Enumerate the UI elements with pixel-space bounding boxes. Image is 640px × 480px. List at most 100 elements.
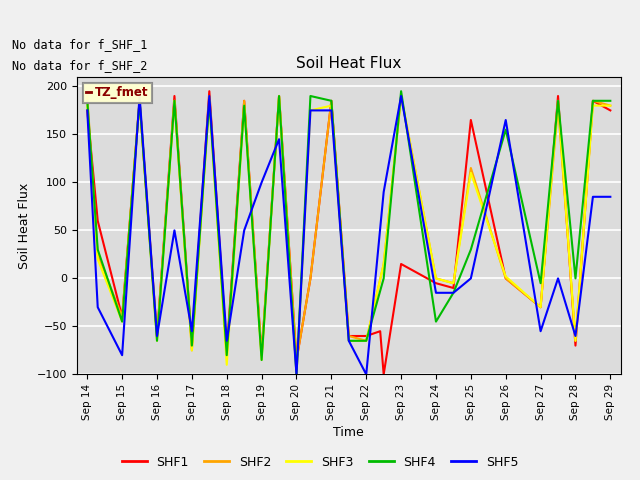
SHF2 — [83, 93, 91, 99]
SHF5 — [380, 189, 387, 195]
SHF5 — [537, 328, 545, 334]
SHF1 — [345, 333, 353, 339]
SHF1 — [275, 93, 283, 99]
SHF3 — [153, 338, 161, 344]
SHF2 — [307, 276, 314, 281]
SHF3 — [292, 372, 300, 377]
SHF1 — [118, 314, 126, 320]
SHF3 — [188, 348, 196, 353]
SHF4 — [118, 319, 126, 324]
SHF5 — [362, 372, 370, 377]
SHF4 — [537, 280, 545, 286]
SHF3 — [241, 103, 248, 108]
SHF3 — [432, 276, 440, 281]
SHF1 — [502, 276, 509, 281]
SHF5 — [328, 108, 335, 113]
SHF4 — [205, 98, 213, 104]
SHF4 — [449, 290, 457, 296]
Legend: SHF1, SHF2, SHF3, SHF4, SHF5: SHF1, SHF2, SHF3, SHF4, SHF5 — [116, 451, 524, 474]
SHF4 — [554, 98, 562, 104]
SHF1 — [94, 218, 102, 224]
SHF5 — [572, 333, 579, 339]
SHF2 — [362, 338, 370, 344]
SHF5 — [153, 333, 161, 339]
SHF3 — [345, 338, 353, 344]
SHF2 — [345, 333, 353, 339]
SHF4 — [136, 98, 143, 104]
Line: SHF1: SHF1 — [87, 91, 611, 374]
SHF3 — [118, 319, 126, 324]
SHF1 — [554, 93, 562, 99]
SHF1 — [258, 352, 266, 358]
SHF5 — [397, 93, 405, 99]
SHF1 — [83, 108, 91, 113]
SHF2 — [449, 280, 457, 286]
SHF2 — [241, 98, 248, 104]
SHF5 — [83, 108, 91, 113]
Text: No data for f_SHF_1: No data for f_SHF_1 — [12, 38, 147, 51]
SHF5 — [118, 352, 126, 358]
SHF2 — [153, 333, 161, 339]
SHF3 — [572, 338, 579, 344]
SHF4 — [345, 338, 353, 344]
SHF3 — [205, 98, 213, 104]
Line: SHF4: SHF4 — [87, 91, 611, 374]
SHF1 — [449, 285, 457, 291]
SHF4 — [241, 103, 248, 108]
SHF4 — [292, 372, 300, 377]
SHF2 — [292, 357, 300, 363]
SHF1 — [328, 98, 335, 104]
SHF3 — [275, 93, 283, 99]
SHF3 — [171, 98, 179, 104]
SHF4 — [432, 319, 440, 324]
Text: No data for f_SHF_2: No data for f_SHF_2 — [12, 59, 147, 72]
SHF4 — [188, 343, 196, 348]
SHF2 — [188, 348, 196, 353]
SHF2 — [537, 304, 545, 310]
X-axis label: Time: Time — [333, 426, 364, 439]
SHF1 — [188, 343, 196, 348]
SHF4 — [607, 98, 614, 104]
SHF1 — [205, 88, 213, 94]
Title: Soil Heat Flux: Soil Heat Flux — [296, 57, 401, 72]
SHF3 — [607, 103, 614, 108]
SHF2 — [275, 93, 283, 99]
SHF4 — [307, 93, 314, 99]
SHF1 — [136, 98, 143, 104]
SHF5 — [205, 93, 213, 99]
SHF3 — [83, 103, 91, 108]
SHF5 — [307, 108, 314, 113]
Line: SHF3: SHF3 — [87, 96, 611, 374]
SHF1 — [432, 280, 440, 286]
SHF3 — [307, 108, 314, 113]
SHF5 — [188, 328, 196, 334]
SHF3 — [94, 256, 102, 262]
SHF1 — [292, 357, 300, 363]
SHF3 — [589, 103, 596, 108]
SHF2 — [328, 98, 335, 104]
SHF5 — [554, 276, 562, 281]
SHF4 — [572, 276, 579, 281]
SHF4 — [589, 98, 596, 104]
SHF2 — [502, 276, 509, 281]
SHF4 — [362, 338, 370, 344]
SHF1 — [397, 261, 405, 267]
SHF1 — [572, 343, 579, 348]
SHF3 — [362, 338, 370, 344]
SHF4 — [328, 98, 335, 104]
Legend: TZ_fmet: TZ_fmet — [83, 83, 152, 103]
SHF3 — [136, 98, 143, 104]
SHF2 — [94, 252, 102, 257]
SHF5 — [292, 372, 300, 377]
SHF4 — [467, 247, 475, 252]
SHF2 — [607, 103, 614, 108]
SHF4 — [258, 357, 266, 363]
SHF5 — [502, 117, 509, 123]
SHF2 — [205, 93, 213, 99]
SHF5 — [449, 290, 457, 296]
SHF3 — [467, 170, 475, 176]
Line: SHF2: SHF2 — [87, 96, 611, 360]
SHF2 — [171, 98, 179, 104]
SHF2 — [118, 314, 126, 320]
SHF1 — [307, 276, 314, 281]
